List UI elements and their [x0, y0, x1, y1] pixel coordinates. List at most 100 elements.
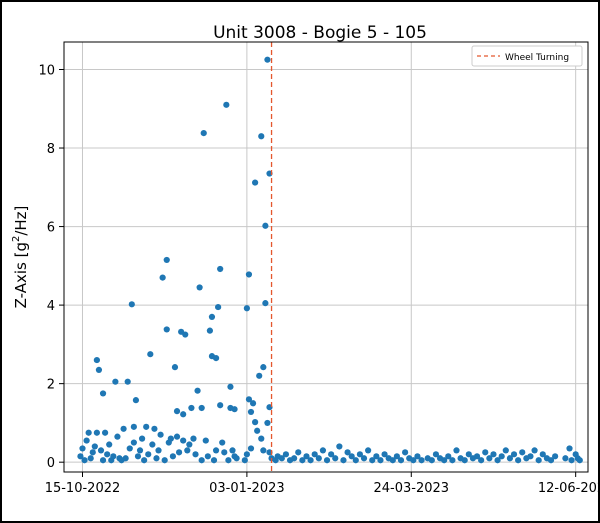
data-point	[449, 457, 456, 464]
data-point	[256, 372, 263, 379]
data-point	[328, 451, 335, 458]
data-point	[547, 457, 555, 464]
data-point	[356, 451, 364, 458]
data-point	[130, 423, 137, 430]
data-point	[258, 435, 265, 442]
data-point	[243, 451, 250, 458]
data-point	[85, 429, 92, 436]
data-point	[381, 451, 388, 458]
data-point	[519, 449, 526, 456]
data-point	[258, 133, 265, 140]
y-tick-label: 4	[47, 299, 55, 314]
data-point	[126, 445, 133, 452]
data-point	[535, 457, 542, 464]
data-point	[225, 457, 232, 464]
data-point	[402, 449, 409, 456]
data-point	[441, 457, 448, 464]
data-point	[397, 457, 405, 464]
data-point	[149, 441, 156, 448]
data-point	[445, 453, 452, 460]
data-point	[369, 457, 376, 464]
data-point	[282, 451, 290, 458]
data-point	[215, 303, 222, 311]
data-point	[132, 397, 140, 404]
data-point	[217, 402, 224, 409]
data-point	[494, 457, 501, 464]
data-point	[252, 179, 259, 186]
data-point	[112, 378, 119, 385]
data-point	[188, 404, 195, 412]
x-tick-label: 15-10-2022	[45, 481, 121, 496]
data-point	[138, 435, 146, 442]
grid-layer	[64, 42, 588, 472]
data-point	[332, 455, 339, 462]
data-point	[227, 383, 234, 390]
data-point	[260, 447, 267, 454]
data-point	[106, 441, 113, 448]
data-point	[217, 265, 224, 273]
data-point	[473, 453, 481, 460]
data-point	[173, 433, 181, 440]
data-point	[206, 327, 213, 334]
y-axis-label-main: Z-Axis [g	[12, 242, 30, 308]
data-point	[299, 457, 306, 464]
y-tick-label: 8	[47, 142, 55, 157]
data-point	[247, 445, 255, 452]
data-point	[210, 457, 218, 464]
data-point	[539, 451, 546, 458]
data-point	[323, 457, 331, 464]
data-point	[552, 453, 559, 460]
data-point	[245, 396, 253, 403]
data-point	[143, 423, 150, 430]
data-point	[87, 455, 94, 462]
data-point	[147, 351, 154, 358]
data-point	[453, 447, 460, 454]
data-point	[219, 439, 226, 446]
data-point	[124, 378, 131, 385]
y-axis-label-unit: /Hz]	[12, 206, 30, 236]
data-point	[262, 222, 269, 229]
data-point	[91, 443, 98, 450]
data-point	[171, 364, 179, 371]
plot-border	[63, 41, 589, 473]
data-point	[136, 447, 144, 454]
data-point	[81, 457, 88, 464]
data-point	[498, 453, 505, 460]
data-point	[360, 455, 368, 462]
data-point	[278, 455, 285, 462]
data-point	[155, 447, 162, 454]
data-point	[128, 301, 135, 308]
data-point	[506, 455, 514, 462]
data-point	[576, 457, 583, 464]
legend-label-wheel-turning: Wheel Turning	[505, 53, 569, 63]
data-point	[134, 453, 142, 460]
data-point	[198, 404, 205, 412]
data-point	[393, 453, 400, 460]
data-point	[389, 457, 396, 464]
data-point	[83, 437, 90, 444]
data-point	[262, 300, 269, 307]
data-point	[340, 457, 347, 464]
x-tick-label: 12-06-2023	[538, 481, 598, 496]
data-point	[99, 390, 107, 397]
data-point	[202, 437, 209, 444]
data-point	[99, 457, 107, 464]
data-point	[194, 387, 201, 394]
data-point	[114, 433, 121, 440]
data-point	[173, 408, 181, 415]
data-point	[373, 453, 380, 460]
data-point	[249, 400, 257, 407]
data-point	[198, 457, 205, 464]
data-point	[163, 326, 170, 333]
data-point	[515, 457, 522, 464]
data-point	[336, 443, 343, 450]
plot-area	[64, 42, 588, 472]
data-point	[221, 449, 228, 456]
data-point	[77, 453, 84, 460]
data-point	[153, 455, 160, 462]
data-point	[303, 453, 310, 460]
data-point	[241, 457, 248, 464]
data-point	[254, 427, 261, 434]
data-point	[233, 455, 240, 462]
